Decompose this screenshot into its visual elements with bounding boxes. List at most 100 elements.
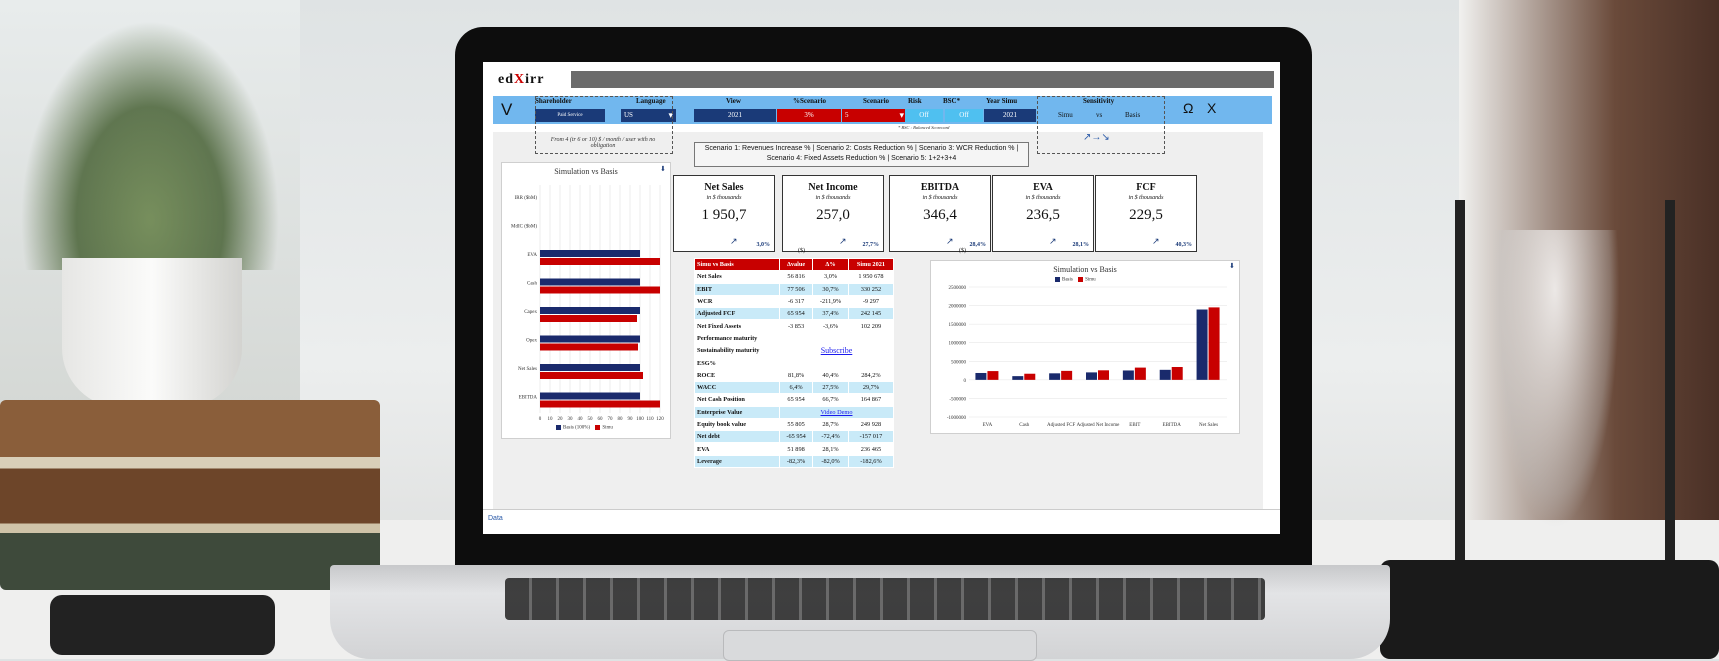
bar	[1134, 367, 1146, 380]
kpi-title: FCF	[1136, 182, 1156, 193]
cell-value: 30,7%	[812, 282, 849, 296]
kpi-delta: 40,3%	[1175, 242, 1193, 248]
bsc-toggle[interactable]: Off	[945, 109, 983, 122]
enterprise-value-row: Enterprise Value Video Demo	[694, 405, 894, 419]
sheet-tabs: Data	[483, 509, 1280, 534]
x-tick-label: 60	[598, 417, 604, 422]
bar	[540, 335, 640, 343]
language-select[interactable]: US	[621, 109, 676, 122]
category-label: EVA	[983, 423, 993, 428]
kpi-value: 257,0	[816, 207, 850, 223]
cell-value: -3 853	[778, 319, 814, 333]
right-unit: ($)	[959, 248, 966, 254]
category-label: Adjusted Net Income	[1077, 423, 1121, 428]
bar	[1098, 370, 1109, 380]
scenario-select[interactable]: 5	[842, 109, 907, 122]
scenario-description: Scenario 1: Revenues Increase % | Scenar…	[694, 142, 1029, 167]
cell-value: -3,6%	[812, 319, 849, 333]
y-tick-label: 2500000	[949, 286, 967, 291]
cell-value: 81,8%	[778, 368, 814, 382]
cell-value: 28,1%	[812, 442, 849, 456]
x-tick-label: 40	[578, 417, 584, 422]
kpi-value: 236,5	[1026, 207, 1060, 223]
hourglass-glass	[1490, 230, 1620, 530]
header-dpct: Δ%	[812, 257, 849, 272]
cell-value: 65 954	[778, 393, 814, 407]
video-demo-link[interactable]: Video Demo	[779, 405, 894, 419]
cell-value: 77 506	[778, 282, 814, 296]
row-label: Sustainability maturity	[694, 344, 780, 358]
table-row: WACC 6,4% 27,5% 29,7%	[694, 380, 895, 395]
row-label: WACC	[694, 380, 780, 395]
table-row: EBIT 77 506 30,7% 330 252	[694, 282, 895, 296]
kpi-value: 346,4	[923, 207, 957, 223]
category-label: Net Sales	[518, 367, 537, 372]
bar	[540, 258, 660, 265]
row-label: Performance maturity	[694, 331, 780, 346]
kpi-delta: 28,4%	[969, 242, 987, 248]
y-tick-label: -500000	[949, 397, 966, 402]
row-label: ESG%	[694, 356, 780, 370]
sensitivity-arrows-icon[interactable]: ↗→↘	[1083, 132, 1110, 143]
cell-value: 37,4%	[812, 307, 849, 321]
trend-up-icon: ↗	[946, 236, 954, 246]
view-select[interactable]: 2021	[694, 109, 776, 122]
omega-button[interactable]: Ω	[1183, 100, 1194, 116]
x-tick-label: 100	[636, 417, 644, 422]
kpi-card: FCF in $ thousands 229,5 ↗ 40,3%	[1095, 175, 1197, 252]
language-label: Language	[636, 97, 666, 105]
row-label: Net Sales	[694, 270, 780, 284]
category-label: Cash	[527, 282, 538, 287]
tab-data[interactable]: Data	[488, 515, 503, 522]
kpi-card: EVA in $ thousands 236,5 ↗ 28,1%	[992, 175, 1094, 252]
sensitivity-basis[interactable]: Basis	[1125, 111, 1141, 119]
row-label: Equity book value	[694, 417, 780, 432]
x-tick-label: 0	[539, 417, 542, 422]
table-row: Net Sales 56 816 3,0% 1 950 678	[694, 270, 895, 284]
bar	[1122, 370, 1134, 380]
row-label: Enterprise Value	[694, 405, 780, 419]
cell-value: 102 209	[847, 319, 895, 333]
kpi-card: Net Sales in $ thousands 1 950,7 ↗ 3,0%	[673, 175, 775, 252]
view-label: View	[726, 97, 741, 105]
download-icon[interactable]: ⬇	[1229, 262, 1235, 270]
risk-toggle[interactable]: Off	[905, 109, 943, 122]
maturity-row: ESG%	[694, 356, 894, 370]
row-label: Leverage	[694, 454, 780, 469]
cell-value: -82,3%	[778, 454, 814, 469]
cell-value: 284,2%	[847, 368, 895, 382]
download-icon[interactable]: ⬇	[660, 165, 666, 173]
bar	[540, 392, 640, 400]
paid-service-button[interactable]: Paid Service	[535, 109, 605, 122]
category-label: Capex	[524, 310, 537, 315]
row-label: Net Cash Position	[694, 393, 780, 407]
kpi-delta: 28,1%	[1072, 242, 1090, 248]
category-label: EBITDA	[1163, 423, 1182, 428]
close-button[interactable]: X	[1207, 100, 1217, 116]
tablet-device	[1380, 560, 1719, 659]
x-tick-label: 70	[608, 417, 614, 422]
bsc-label: BSC*	[943, 97, 961, 105]
subscribe-link[interactable]: Subscribe	[779, 331, 894, 370]
cell-value: -182,6%	[847, 454, 895, 469]
left-chart-panel: Simulation vs Basis ⬇ 0 10 20 30 40 50 60 70 80 9…	[501, 162, 671, 439]
trend-up-icon: ↗	[730, 236, 738, 246]
y-tick-label: 1500000	[949, 323, 967, 328]
pct-scenario-input[interactable]: 3%	[777, 109, 841, 122]
app-screen: edXirr V Shareholder Paid Service Langua…	[483, 62, 1280, 534]
v-button[interactable]: V	[501, 100, 513, 119]
kpi-title: Net Income	[808, 182, 858, 193]
kpi-delta: 3,0%	[756, 242, 771, 248]
scenario-label: Scenario	[863, 97, 890, 105]
bar	[540, 343, 638, 351]
year-simu-select[interactable]: 2021	[984, 109, 1036, 122]
cell-value: 27,5%	[812, 380, 849, 395]
sensitivity-label: Sensitivity	[1083, 97, 1115, 105]
table-row: Net Cash Position 65 954 66,7% 164 867	[694, 393, 895, 407]
kpi-unit: in $ thousands	[1025, 195, 1061, 201]
cell-value: 55 805	[778, 417, 814, 432]
sensitivity-simu[interactable]: Simu	[1058, 111, 1073, 119]
bar	[540, 286, 660, 294]
left-chart-title: Simulation vs Basis	[554, 167, 618, 176]
cell-value: -157 017	[847, 430, 895, 444]
